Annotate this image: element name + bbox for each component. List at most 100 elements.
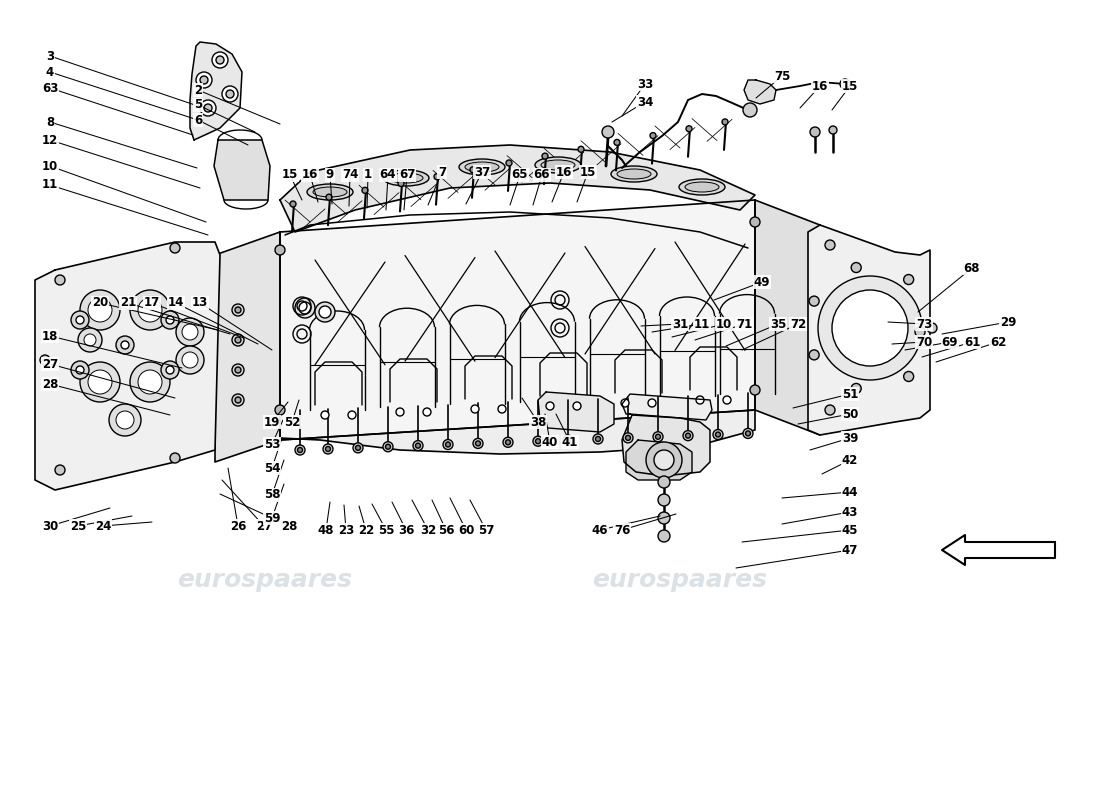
Text: eurospaares: eurospaares bbox=[593, 568, 768, 592]
Text: 57: 57 bbox=[477, 523, 494, 537]
Circle shape bbox=[546, 402, 554, 410]
Circle shape bbox=[182, 352, 198, 368]
Text: eurospaares: eurospaares bbox=[593, 373, 768, 397]
Circle shape bbox=[565, 438, 571, 442]
Text: 52: 52 bbox=[284, 415, 300, 429]
Polygon shape bbox=[744, 80, 775, 104]
Text: 51: 51 bbox=[842, 387, 858, 401]
Circle shape bbox=[235, 367, 241, 373]
Text: 43: 43 bbox=[842, 506, 858, 518]
Text: 56: 56 bbox=[438, 523, 454, 537]
Circle shape bbox=[116, 336, 134, 354]
Circle shape bbox=[904, 274, 914, 285]
Circle shape bbox=[475, 441, 481, 446]
Circle shape bbox=[810, 127, 820, 137]
Circle shape bbox=[658, 512, 670, 524]
Text: 45: 45 bbox=[842, 523, 858, 537]
Circle shape bbox=[55, 465, 65, 475]
Circle shape bbox=[434, 174, 440, 180]
Text: 54: 54 bbox=[264, 462, 280, 474]
Text: 75: 75 bbox=[773, 70, 790, 82]
Text: 61: 61 bbox=[964, 335, 980, 349]
Text: 9: 9 bbox=[326, 169, 334, 182]
Circle shape bbox=[825, 240, 835, 250]
Circle shape bbox=[297, 447, 302, 453]
Text: 69: 69 bbox=[942, 335, 958, 349]
Circle shape bbox=[542, 153, 548, 159]
Circle shape bbox=[534, 436, 543, 446]
Text: 42: 42 bbox=[842, 454, 858, 466]
Text: 64: 64 bbox=[379, 169, 396, 182]
Circle shape bbox=[818, 276, 922, 380]
Ellipse shape bbox=[383, 170, 429, 186]
Text: 41: 41 bbox=[562, 435, 579, 449]
Text: 14: 14 bbox=[168, 297, 184, 310]
Polygon shape bbox=[280, 200, 755, 440]
Circle shape bbox=[825, 405, 835, 415]
Text: 29: 29 bbox=[1000, 315, 1016, 329]
Text: 73: 73 bbox=[916, 318, 932, 330]
Circle shape bbox=[72, 361, 89, 379]
Circle shape bbox=[84, 334, 96, 346]
Circle shape bbox=[235, 307, 241, 313]
Text: 10: 10 bbox=[716, 318, 733, 330]
Text: 18: 18 bbox=[42, 330, 58, 342]
Circle shape bbox=[746, 431, 750, 436]
Text: 16: 16 bbox=[812, 79, 828, 93]
Text: 40: 40 bbox=[542, 435, 558, 449]
Circle shape bbox=[658, 494, 670, 506]
Circle shape bbox=[290, 201, 296, 207]
Text: 22: 22 bbox=[358, 523, 374, 537]
Circle shape bbox=[446, 442, 451, 447]
Text: 17: 17 bbox=[144, 297, 161, 310]
Circle shape bbox=[470, 166, 476, 173]
Circle shape bbox=[683, 430, 693, 441]
Ellipse shape bbox=[617, 169, 651, 179]
Circle shape bbox=[715, 432, 720, 437]
Text: 19: 19 bbox=[264, 415, 280, 429]
Circle shape bbox=[621, 399, 629, 407]
Text: 55: 55 bbox=[377, 523, 394, 537]
Circle shape bbox=[232, 394, 244, 406]
Circle shape bbox=[851, 383, 861, 394]
Text: 37: 37 bbox=[474, 166, 491, 178]
Circle shape bbox=[498, 405, 506, 413]
Circle shape bbox=[362, 187, 369, 194]
Text: 53: 53 bbox=[264, 438, 280, 450]
Circle shape bbox=[130, 362, 170, 402]
Circle shape bbox=[927, 323, 937, 333]
Circle shape bbox=[915, 327, 925, 337]
Ellipse shape bbox=[314, 187, 346, 197]
Circle shape bbox=[196, 72, 212, 88]
Circle shape bbox=[161, 361, 179, 379]
Circle shape bbox=[40, 355, 49, 365]
Circle shape bbox=[170, 243, 180, 253]
Circle shape bbox=[593, 434, 603, 444]
Text: 10: 10 bbox=[42, 159, 58, 173]
Ellipse shape bbox=[679, 179, 725, 195]
Polygon shape bbox=[626, 440, 692, 480]
Circle shape bbox=[130, 290, 170, 330]
Circle shape bbox=[829, 126, 837, 134]
Text: 48: 48 bbox=[318, 523, 334, 537]
Text: 46: 46 bbox=[592, 523, 608, 537]
Circle shape bbox=[696, 396, 704, 404]
Circle shape bbox=[750, 217, 760, 227]
Circle shape bbox=[348, 411, 356, 419]
Text: 16: 16 bbox=[556, 166, 572, 178]
Circle shape bbox=[80, 362, 120, 402]
Circle shape bbox=[851, 262, 861, 273]
Circle shape bbox=[396, 408, 404, 416]
Polygon shape bbox=[621, 415, 710, 476]
Text: 44: 44 bbox=[842, 486, 858, 498]
Text: 58: 58 bbox=[264, 489, 280, 502]
Polygon shape bbox=[280, 145, 755, 232]
Text: 33: 33 bbox=[637, 78, 653, 90]
Text: 65: 65 bbox=[512, 169, 528, 182]
Circle shape bbox=[326, 446, 330, 451]
Text: 28: 28 bbox=[280, 519, 297, 533]
Text: eurospaares: eurospaares bbox=[177, 373, 352, 397]
Text: 63: 63 bbox=[42, 82, 58, 94]
Circle shape bbox=[232, 364, 244, 376]
Circle shape bbox=[471, 405, 478, 413]
